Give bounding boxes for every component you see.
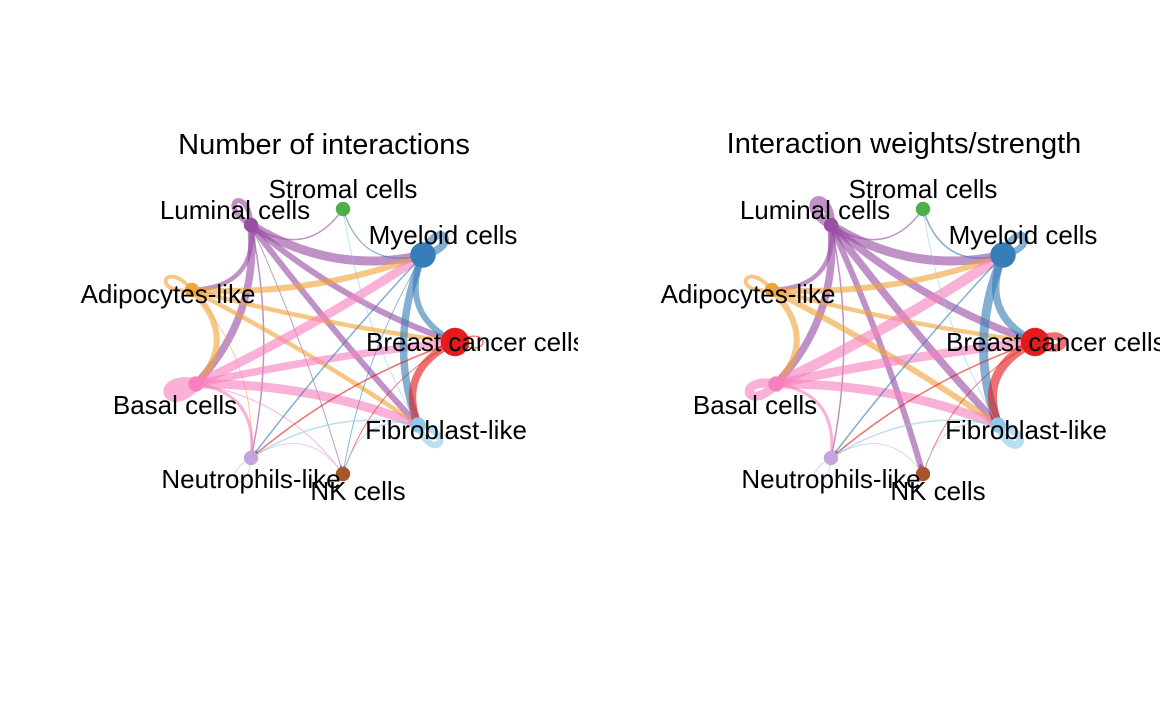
node-fibro [990, 417, 1006, 433]
edge-luminal-to-nk [250, 224, 344, 475]
node-fibro [410, 417, 426, 433]
node-label-myeloid: Myeloid cells [949, 220, 1098, 250]
edge-basal-to-fibro [191, 379, 423, 430]
self-loop-adipo [743, 274, 774, 293]
node-label-fibro: Fibroblast-like [365, 415, 527, 445]
edge-basal-to-neutro [774, 382, 834, 460]
self-loop-neutro [233, 457, 252, 483]
edge-myeloid-to-neutro [830, 254, 1004, 459]
edge-breast-to-neutro [830, 341, 1036, 459]
self-loop-basal [744, 378, 780, 401]
node-breast [440, 327, 470, 357]
self-loop-fibro [994, 421, 1024, 449]
edge-adipo-to-myeloid [189, 252, 426, 294]
node-label-myeloid: Myeloid cells [369, 220, 518, 250]
edge-luminal-to-fibro [827, 221, 1002, 429]
edge-luminal-to-myeloid [246, 220, 428, 266]
node-label-breast: Breast cancer cells [366, 327, 586, 357]
edge-adipo-to-fibro [769, 287, 1001, 428]
self-loop-luminal [231, 198, 254, 228]
edge-basal-to-fibro [771, 379, 1003, 430]
node-neutro [823, 450, 839, 466]
node-label-adipo: Adipocytes-like [661, 279, 836, 309]
edge-luminal-to-neutro [250, 224, 265, 459]
self-loop-fibro [414, 421, 444, 449]
node-nk [915, 466, 931, 482]
self-loop-luminal [809, 196, 836, 229]
edge-basal-to-breast [192, 338, 459, 388]
node-adipo [184, 282, 200, 298]
edge-fibro-to-nk [922, 422, 999, 475]
node-basal [188, 376, 204, 392]
edge-adipo-to-myeloid [769, 252, 1006, 294]
edge-fibro-to-stromal [342, 208, 419, 426]
edge-basal-to-myeloid [770, 249, 1009, 390]
edge-luminal-to-neutro [830, 224, 845, 459]
edge-neutro-to-nk [830, 443, 924, 475]
interaction-weight-network: Interaction weights/strength Stromal cel… [661, 128, 1160, 506]
edge-myeloid-to-nk [342, 254, 424, 475]
node-label-luminal: Luminal cells [740, 195, 890, 225]
node-label-nk: NK cells [310, 476, 405, 506]
node-adipo [764, 282, 780, 298]
node-layer [764, 201, 1050, 482]
edge-luminal-to-breast [248, 222, 458, 345]
node-luminal [823, 217, 839, 233]
edge-basal-to-nk [195, 383, 344, 475]
edge-luminal-to-fibro [248, 222, 421, 428]
edge-fibro-to-neutro [830, 419, 999, 459]
node-breast [1020, 327, 1050, 357]
node-nk [335, 466, 351, 482]
node-label-neutro: Neutrophils-like [161, 464, 340, 494]
node-label-basal: Basal cells [113, 390, 237, 420]
edge-layer [163, 198, 484, 483]
edge-neutro-to-nk [250, 443, 344, 475]
node-label-neutro: Neutrophils-like [741, 464, 920, 494]
edge-luminal-to-stromal [250, 208, 344, 241]
edge-breast-to-neutro [250, 341, 456, 459]
edge-myeloid-to-neutro [250, 254, 424, 459]
node-label-adipo: Adipocytes-like [81, 279, 256, 309]
panel-title: Number of interactions [178, 129, 470, 161]
node-basal [768, 376, 784, 392]
self-loop-neutro [813, 457, 832, 483]
node-myeloid [410, 242, 436, 268]
edge-luminal-to-stromal [830, 208, 924, 241]
label-layer: Stromal cells Myeloid cells Breast cancer … [81, 174, 586, 506]
node-stromal [335, 201, 351, 217]
edge-fibro-to-stromal [922, 208, 999, 426]
node-label-luminal: Luminal cells [160, 195, 310, 225]
label-layer: Stromal cells Myeloid cells Breast cancer … [661, 174, 1160, 506]
node-neutro [243, 450, 259, 466]
edge-fibro-to-nk [342, 422, 419, 475]
self-loop-adipo [163, 274, 194, 293]
node-label-fibro: Fibroblast-like [945, 415, 1107, 445]
node-myeloid [990, 242, 1016, 268]
edge-luminal-to-breast [827, 221, 1039, 346]
node-label-basal: Basal cells [693, 390, 817, 420]
node-label-breast: Breast cancer cells [946, 327, 1160, 357]
node-layer [184, 201, 470, 482]
node-label-nk: NK cells [890, 476, 985, 506]
edge-basal-to-myeloid [191, 250, 428, 389]
edge-adipo-to-fibro [189, 287, 421, 428]
self-loop-basal [163, 377, 201, 402]
node-stromal [915, 201, 931, 217]
interaction-count-network: Number of interactions Stromal cells Myel… [81, 129, 586, 506]
edge-fibro-to-neutro [250, 419, 419, 459]
panel-title: Interaction weights/strength [727, 128, 1082, 160]
node-luminal [243, 217, 259, 233]
node-label-stromal: Stromal cells [269, 174, 418, 204]
edge-layer [743, 196, 1067, 483]
edge-basal-to-breast [771, 337, 1040, 389]
node-label-stromal: Stromal cells [849, 174, 998, 204]
